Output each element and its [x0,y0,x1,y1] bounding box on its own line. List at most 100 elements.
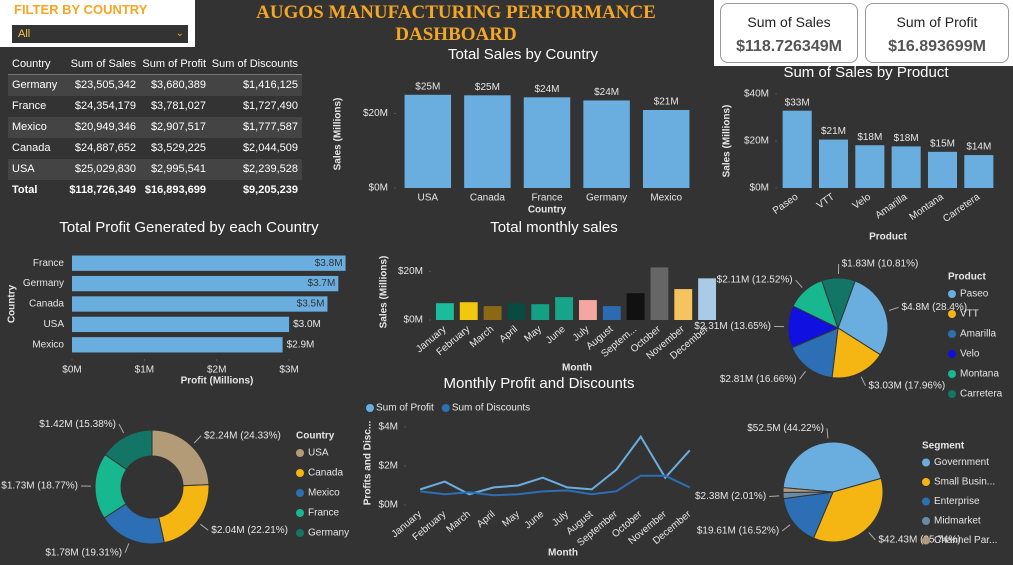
x-tick-label: May [522,324,544,345]
table-row: Canada $24,887,652 $3,529,225 $2,044,509 [8,138,302,159]
leader-line [868,532,876,541]
data-label: $2.81M (16.66%) [720,374,797,385]
legend-label: Velo [960,349,980,360]
legend-label: Amarilla [960,329,997,340]
y-tick-label: $0M [369,183,388,194]
y-tick-label: $20M [744,136,769,147]
table-cell: $16,893,699 [144,184,206,196]
legend-swatch [948,310,956,318]
bar [483,306,502,320]
y-tick-label: $40M [744,89,769,100]
bar [464,95,511,188]
table-header: Country Sum of Sales Sum of Profit Sum of D… [8,54,302,75]
table-cell: $3,529,225 [150,142,206,154]
x-tick-label: April [498,324,520,345]
leader-line [888,306,899,311]
bar [698,278,717,320]
x-tick-label: $1M [135,365,154,376]
y-axis-label: Profits and Disc... [363,421,374,506]
legend-swatch [296,529,304,537]
x-tick-label: $0M [62,365,81,376]
x-tick-label: Germany [586,193,627,204]
table-cell: $1,777,587 [242,121,298,133]
bar [855,145,885,188]
table-cell: USA [12,163,35,175]
leader-line [769,495,780,498]
bar [927,151,958,188]
data-label: $2.38M (2.01%) [695,491,766,502]
bar [782,110,812,188]
line-series [420,474,691,497]
bar [555,297,574,320]
x-tick-label: Paseo [771,191,801,217]
x-tick-label: March [445,509,473,535]
pie-slice [104,429,153,471]
data-label: $4.8M (28.4%) [902,302,968,313]
y-axis-label: Sales (Millions) [379,256,390,329]
leader-line [200,523,209,531]
table-cell: France [12,100,47,112]
table-row: USA $25,029,830 $2,995,541 $2,239,528 [8,159,302,180]
x-tick-label: France [531,193,563,204]
kpi-value: $118.726349M [736,38,842,55]
table-cell: $3,781,027 [150,100,206,112]
legend-label: Montana [960,369,999,380]
legend-label: Sum of Discounts [452,403,530,414]
y-tick-label: USA [43,319,64,330]
dashboard-title: AUGOS MANUFACTURING PERFORMANCE DASHBOAR… [256,2,656,45]
legend-swatch [922,478,930,486]
table-row: Mexico $20,949,346 $2,907,517 $1,777,587 [8,117,302,138]
bar [72,275,339,292]
pie-slice [831,327,881,379]
legend-swatch [922,497,930,506]
x-tick-label: VTT [815,192,837,212]
leader-line [781,524,791,532]
data-label: $24M [594,87,619,98]
x-tick-label: April [475,509,497,530]
y-tick-label: $20M [398,266,423,277]
legend-label: Government [934,457,989,468]
leader-line [799,370,806,380]
x-tick-label: $3M [279,365,298,376]
data-label: $2.9M [287,339,315,350]
data-label: $25M [415,81,440,92]
table-row: France $24,354,179 $3,781,027 $1,727,490 [8,96,302,117]
data-label: $33M [785,97,810,108]
bar [891,146,921,188]
x-tick-label: USA [418,193,439,204]
bar [72,296,328,312]
filter-dropdown[interactable]: All ⌄ [12,25,188,43]
legend-swatch [296,509,304,517]
filter-selected: All [18,28,31,40]
bar [642,109,690,188]
y-tick-label: Canada [29,299,64,310]
data-label: $3.7M [308,278,336,289]
x-tick-label: Amarilla [874,191,910,221]
x-tick-label: June [523,509,547,532]
x-axis-label: Month [562,363,592,374]
pie-slice [151,429,210,487]
data-label: $14M [966,142,991,153]
table-cell: $25,029,830 [74,163,136,175]
pie-slice [791,327,839,379]
data-label: $3.5M [297,299,325,310]
data-label: $1.83M (10.81%) [842,259,919,270]
legend-label: Germany [308,528,349,539]
legend-swatch [296,449,304,457]
x-tick-label: Canada [470,193,505,204]
data-label: $19.61M (16.52%) [697,526,779,537]
pie-slice [812,477,884,543]
data-label: $3.03M (17.96%) [868,380,945,391]
total-row: Total $118,726,349 $16,893,699 $9,205,239 [8,180,302,196]
pie-slice [837,280,889,356]
table-cell: $24,887,652 [74,142,136,154]
country-filter: FILTER BY COUNTRY All ⌄ [0,0,195,47]
x-axis-label: Product [869,232,907,243]
filter-label: FILTER BY COUNTRY [14,2,148,17]
legend-label: Mexico [308,488,340,499]
table-cell: $20,949,346 [74,121,136,133]
data-label: $24M [534,84,559,95]
legend-swatch [441,404,450,412]
bar [674,289,693,320]
legend-title: Segment [922,441,965,452]
